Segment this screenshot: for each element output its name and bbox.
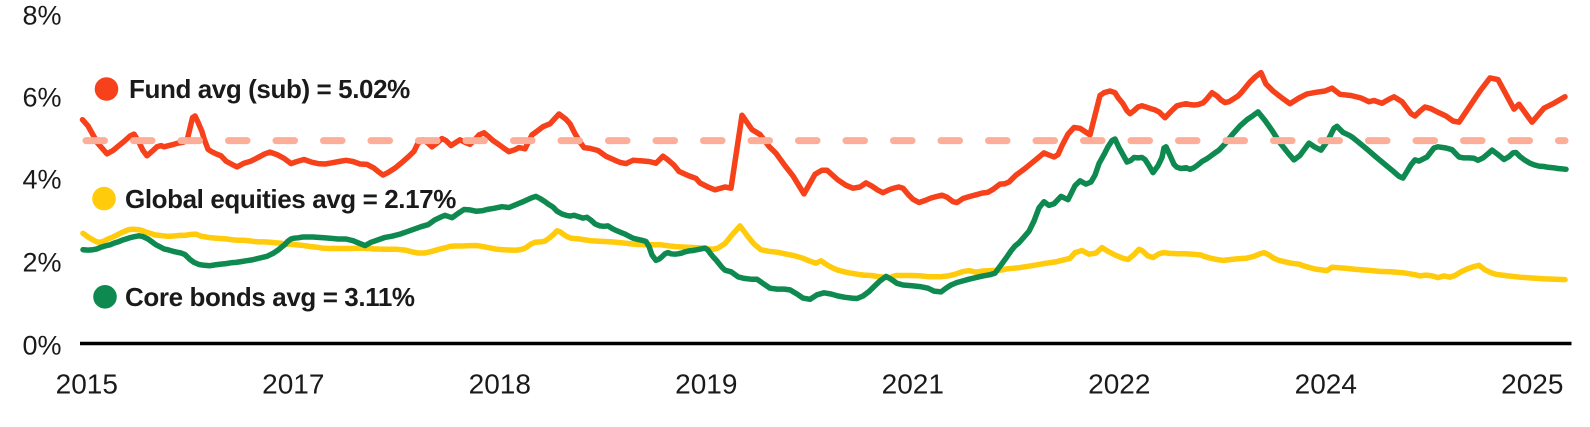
svg-text:2024: 2024	[1295, 369, 1357, 400]
svg-text:2025: 2025	[1501, 369, 1563, 400]
svg-text:0%: 0%	[23, 330, 62, 360]
svg-text:4%: 4%	[23, 165, 62, 195]
svg-text:Core bonds avg = 3.11%: Core bonds avg = 3.11%	[125, 282, 415, 312]
svg-text:2015: 2015	[56, 369, 118, 400]
svg-text:8%: 8%	[23, 1, 62, 31]
svg-text:Global equities avg = 2.17%: Global equities avg = 2.17%	[125, 184, 456, 214]
svg-text:2017: 2017	[262, 369, 324, 400]
svg-text:2021: 2021	[882, 369, 944, 400]
svg-text:2%: 2%	[23, 248, 62, 278]
svg-text:6%: 6%	[23, 83, 62, 113]
svg-text:2019: 2019	[675, 369, 737, 400]
svg-text:Fund avg (sub) = 5.02%: Fund avg (sub) = 5.02%	[129, 74, 410, 104]
svg-text:2018: 2018	[469, 369, 531, 400]
svg-text:2022: 2022	[1088, 369, 1150, 400]
